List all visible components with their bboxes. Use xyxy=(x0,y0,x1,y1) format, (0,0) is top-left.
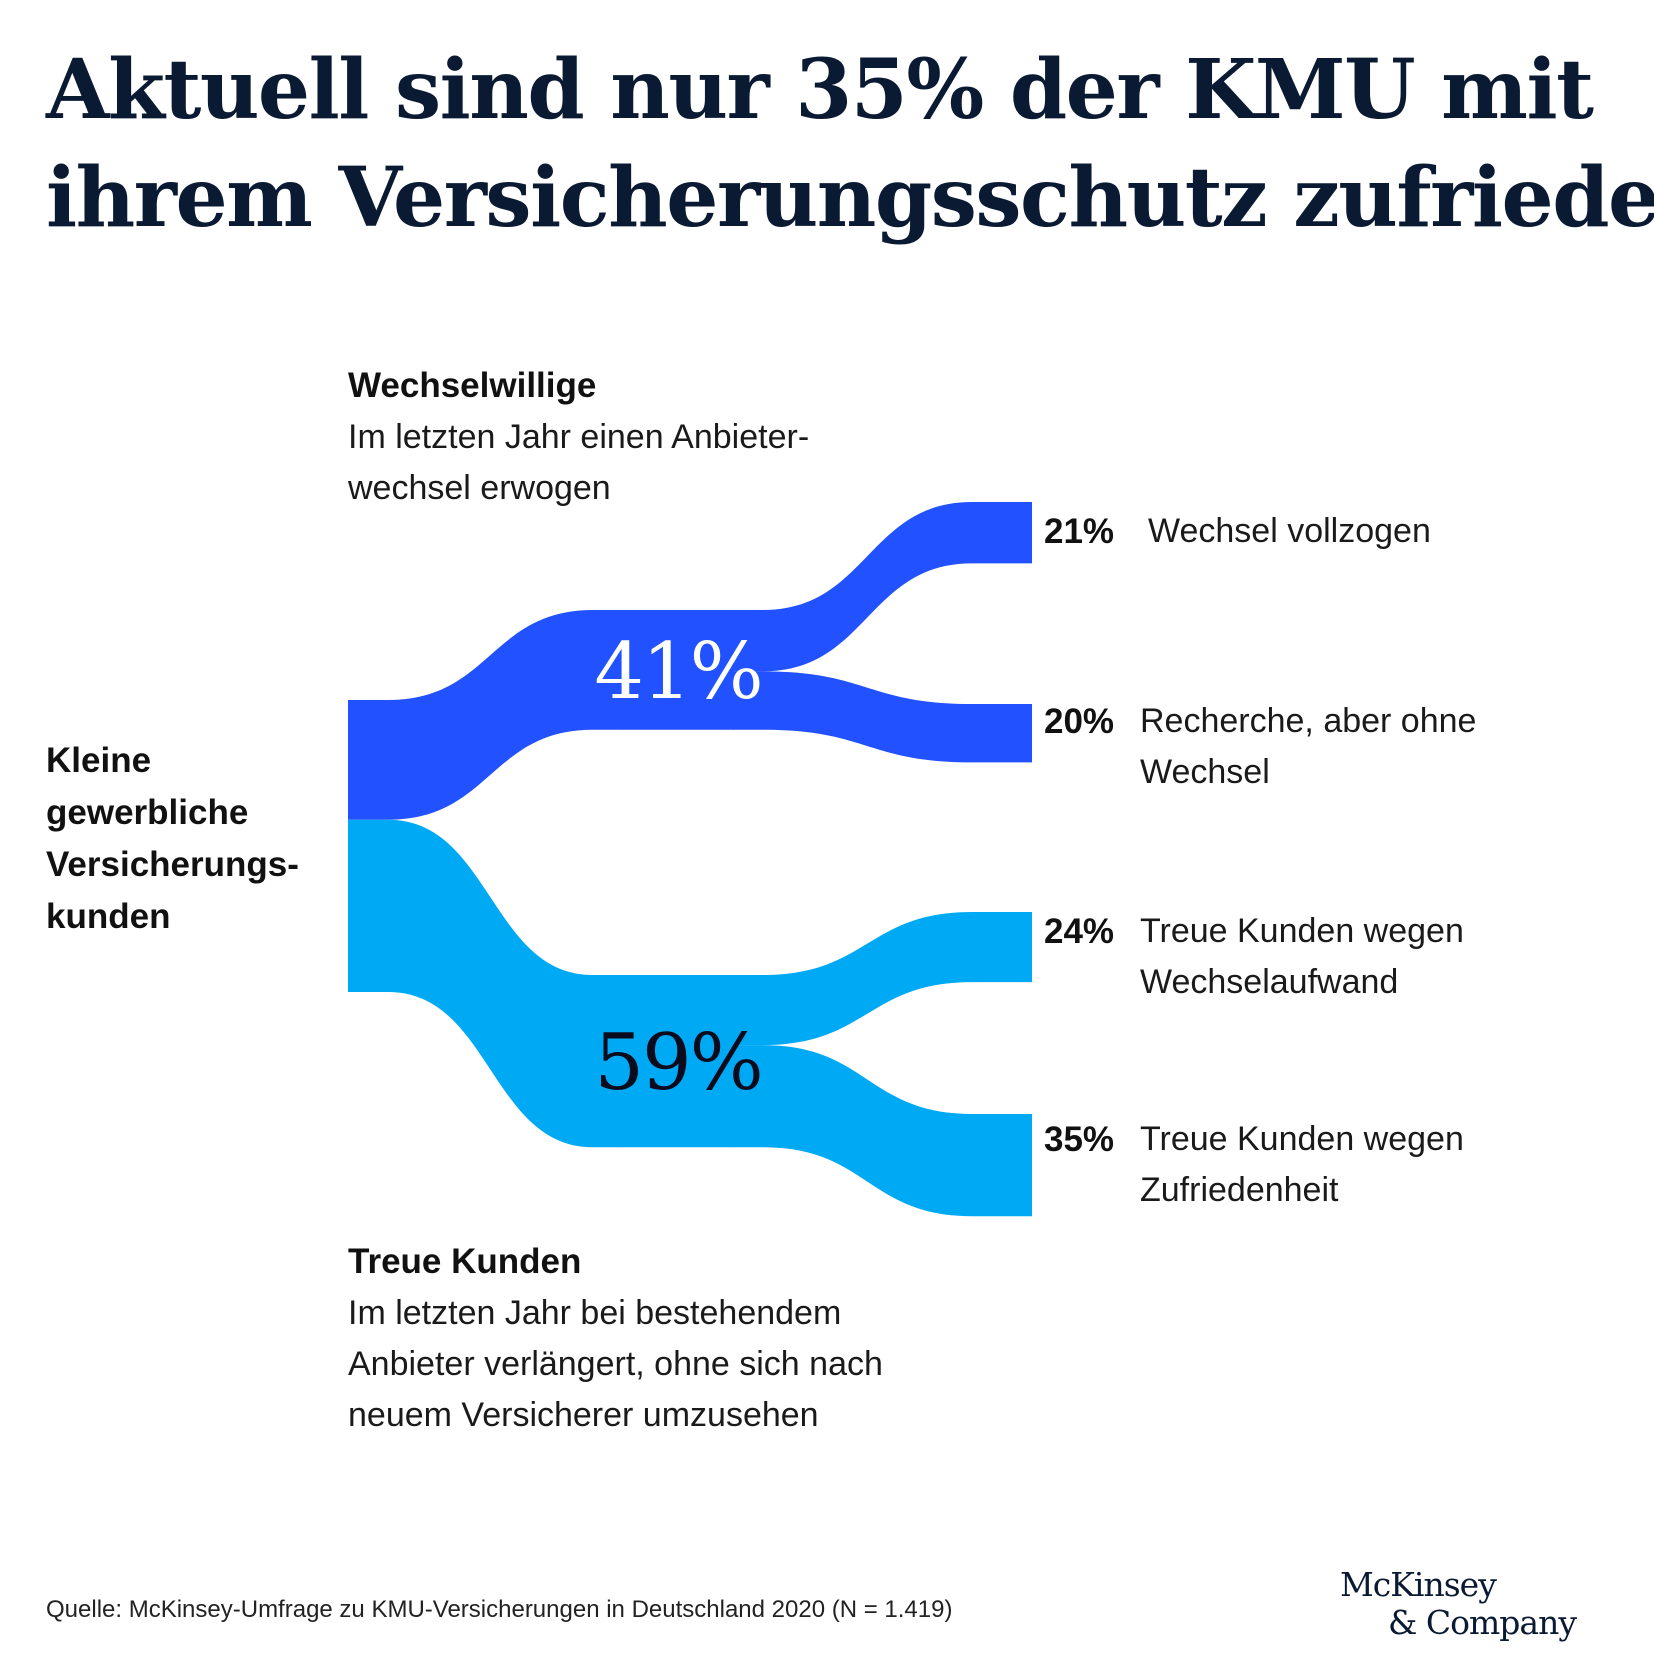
flow-loyal-to-satisfied xyxy=(733,1045,1032,1217)
loyal-description: Im letzten Jahr bei bestehendem Anbieter… xyxy=(348,1294,883,1434)
flow-root-to-switchers xyxy=(348,610,623,820)
node-switchers xyxy=(622,610,734,730)
flow-loyal-to-effort xyxy=(733,912,1032,1046)
switchers-description: Im letzten Jahr einen Anbieter- wechsel … xyxy=(348,418,810,507)
outcome-satisfied-value: 35% xyxy=(1044,1120,1115,1159)
switchers-heading: Wechselwillige xyxy=(348,366,597,405)
flow-switchers-to-switched xyxy=(733,502,1032,672)
outcome-effort-label: Treue Kunden wegen Wechselaufwand xyxy=(1140,912,1464,1001)
sankey-node-values: 41% 59% xyxy=(594,627,763,1108)
node-value-switchers: 41% xyxy=(594,627,761,717)
page-title: Aktuell sind nur 35% der KMU mit ihrem V… xyxy=(46,36,1654,252)
outcome-switched-label: Wechsel vollzogen xyxy=(1148,512,1431,550)
title-line-2: ihrem Versicherungsschutz zufrieden xyxy=(46,150,1654,246)
logo-line-2: & Company xyxy=(1388,1603,1577,1642)
node-loyal xyxy=(622,975,734,1148)
loyal-group-label: Treue Kunden Im letzten Jahr bei bestehe… xyxy=(348,1236,1048,1441)
logo-line-1: McKinsey xyxy=(1340,1565,1497,1604)
outcome-researched-value: 20% xyxy=(1044,702,1115,741)
switchers-group-label: Wechselwillige Im letzten Jahr einen Anb… xyxy=(348,360,968,514)
flow-switchers-to-researched xyxy=(733,671,1032,763)
source-note: Quelle: McKinsey-Umfrage zu KMU-Versiche… xyxy=(46,1596,953,1623)
outcome-satisfied-label: Treue Kunden wegen Zufriedenheit xyxy=(1140,1120,1464,1209)
loyal-heading: Treue Kunden xyxy=(348,1242,582,1281)
mckinsey-logo: McKinsey & Company xyxy=(1340,1565,1577,1642)
outcome-effort-value: 24% xyxy=(1044,912,1115,951)
node-value-loyal: 59% xyxy=(594,1018,761,1108)
outcome-researched-label: Recherche, aber ohne Wechsel xyxy=(1140,702,1477,791)
outcome-switched-value: 21% xyxy=(1044,512,1115,551)
root-node-label: Kleine gewerbliche Versicherungs- kunden xyxy=(46,741,299,936)
sankey-flows xyxy=(348,502,1032,1217)
title-line-1: Aktuell sind nur 35% der KMU mit xyxy=(46,42,1594,138)
flow-root-to-loyal xyxy=(348,819,623,1148)
